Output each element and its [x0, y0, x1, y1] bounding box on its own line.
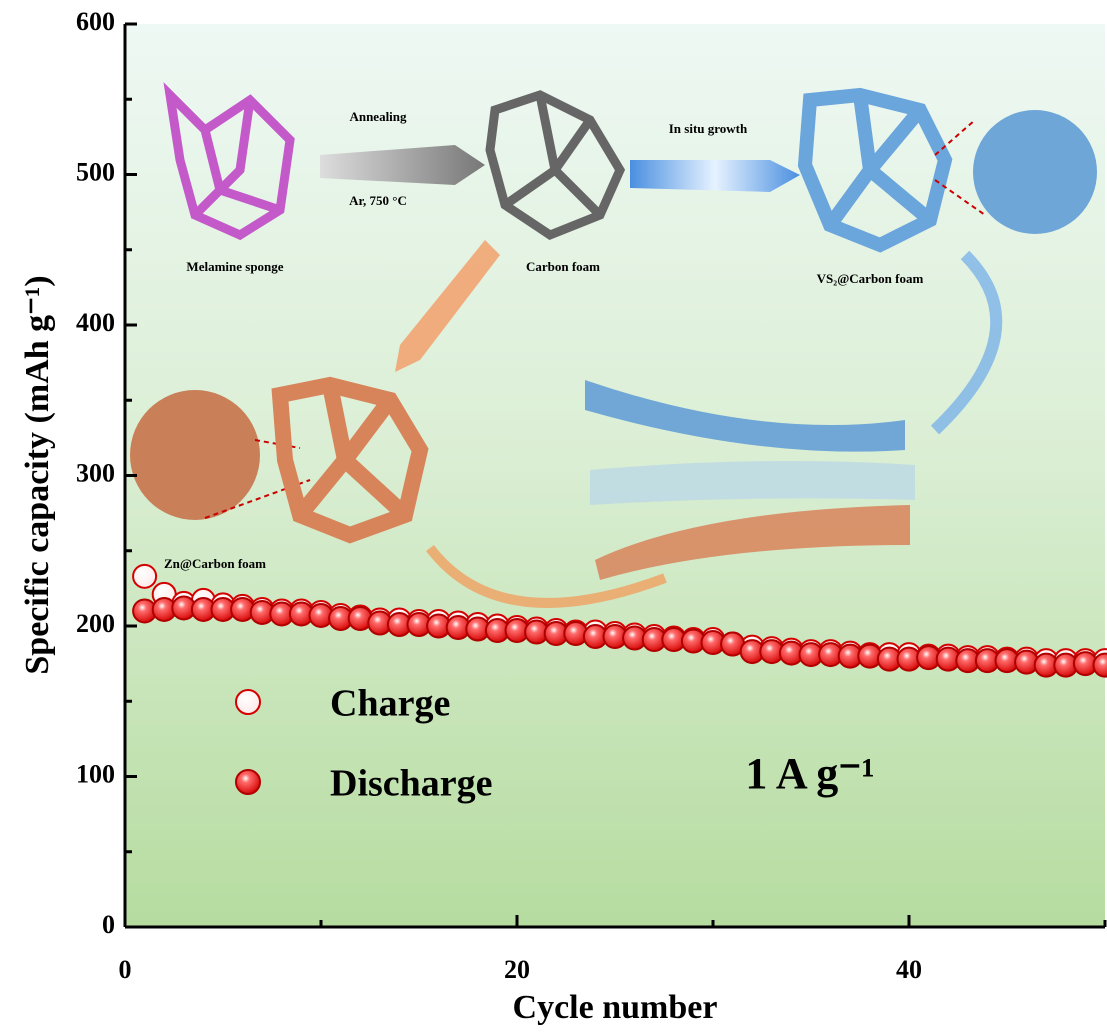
x-tick-label: 40 — [896, 955, 922, 984]
legend-label: Discharge — [330, 763, 493, 805]
zoom-circle — [973, 110, 1097, 234]
legend-label: Charge — [330, 683, 450, 725]
annotation: In situ growth — [669, 121, 748, 136]
legend-marker — [236, 690, 260, 714]
x-tick-label: 20 — [504, 955, 530, 984]
y-axis-title: Specific capacity (mAh g⁻¹) — [19, 275, 56, 674]
y-tick-label: 400 — [76, 308, 115, 337]
zoom-circle — [130, 390, 260, 520]
x-axis-title: Cycle number — [513, 989, 718, 1026]
arrow — [630, 160, 800, 192]
annotation: Zn@Carbon foam — [164, 556, 266, 571]
annotation: Carbon foam — [526, 259, 600, 274]
marker — [133, 565, 156, 588]
marker — [1094, 654, 1107, 677]
y-tick-label: 300 — [76, 458, 115, 487]
annotation: 1 A g⁻¹ — [745, 749, 874, 798]
y-tick-label: 100 — [76, 759, 115, 788]
chart: Annealing Ar, 750 °C In situ growth Mela… — [0, 0, 1107, 1032]
y-tick-label: 600 — [76, 7, 115, 36]
x-tick-label: 0 — [119, 955, 132, 984]
annotation: Melamine sponge — [186, 259, 283, 274]
y-tick-label: 0 — [102, 910, 115, 939]
annotation: Annealing — [349, 109, 407, 124]
separator-layer — [590, 461, 915, 505]
y-tick-label: 200 — [76, 609, 115, 638]
annotation: Ar, 750 °C — [349, 193, 407, 208]
legend-marker — [236, 770, 260, 794]
annotation: VS₂@Carbon foam — [817, 271, 924, 286]
y-tick-label: 500 — [76, 157, 115, 186]
